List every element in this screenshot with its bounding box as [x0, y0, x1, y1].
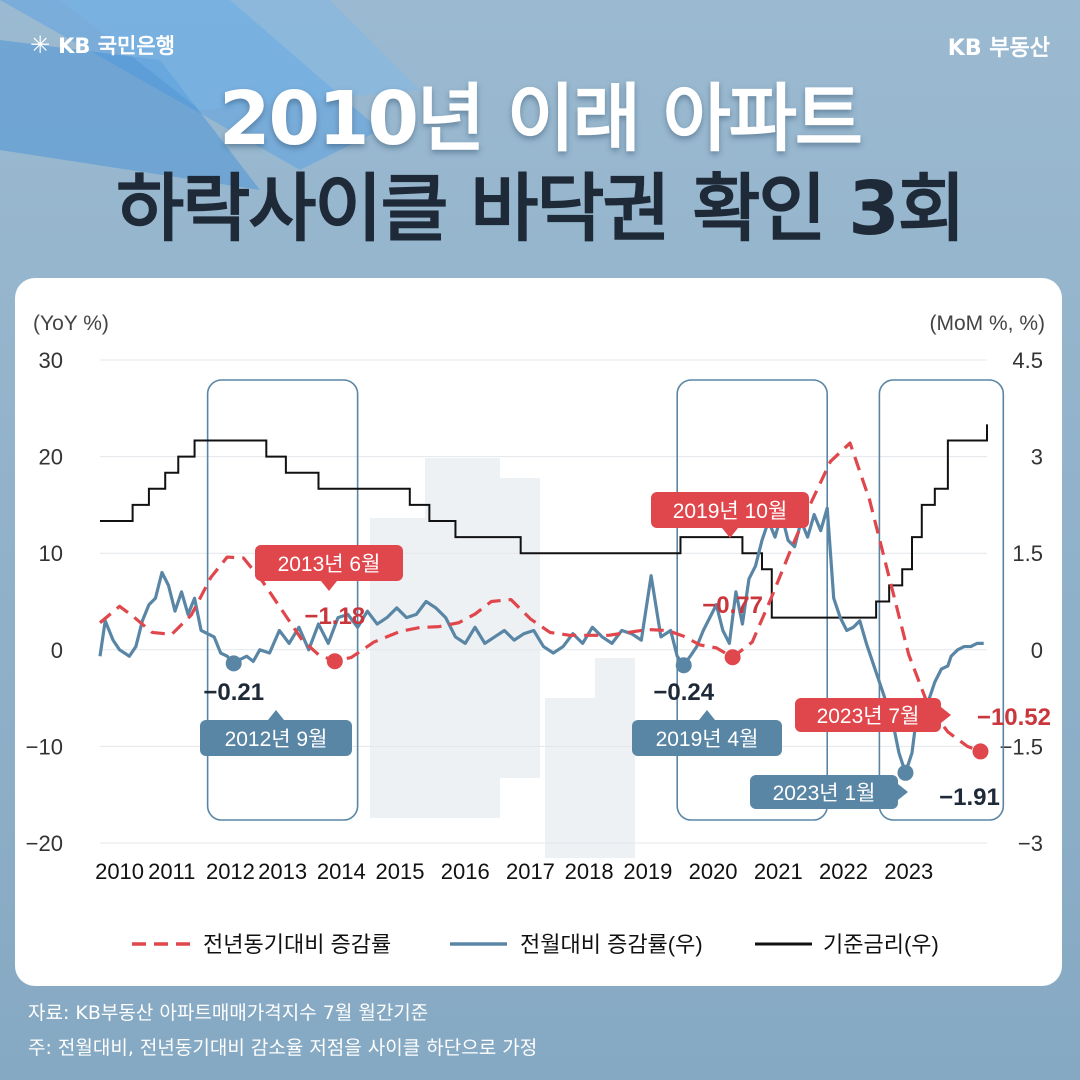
x-tick-label: 2017 [506, 859, 555, 884]
arrow-decoration [0, 0, 420, 190]
callout-box [200, 720, 352, 756]
title-line-1: 2010년 이래 아파트 [219, 76, 863, 162]
y-right-tick-label: −1.5 [1000, 734, 1043, 759]
footnote: 주: 전월대비, 전년동기대비 감소율 저점을 사이클 하단으로 가정 [28, 1037, 538, 1059]
callout-pointer [722, 528, 738, 538]
callout-pointer [699, 710, 715, 720]
y-left-tick-label: 10 [39, 541, 63, 566]
series-rate-line [100, 424, 988, 619]
x-tick-label: 2023 [884, 859, 933, 884]
callout-box [750, 775, 898, 809]
x-tick-label: 2013 [258, 859, 307, 884]
trough-marker [724, 649, 741, 666]
y-right-tick-label: 3 [1031, 445, 1043, 470]
title-line-2: 하락사이클 바닥권 확인 3회 [116, 166, 966, 252]
highlight-period-box [878, 379, 1005, 821]
x-tick-label: 2019 [623, 859, 672, 884]
callout-pointer [941, 707, 951, 723]
callout-box [651, 492, 809, 528]
callout-label: 2023년 1월 [773, 782, 876, 805]
background-building [425, 458, 500, 818]
source-note: 자료: KB부동산 아파트매매가격지수 7월 월간기준 [28, 1002, 429, 1024]
callout-box [795, 698, 941, 732]
x-tick-label: 2010 [95, 859, 144, 884]
callout-label: 2019년 4월 [656, 728, 759, 751]
callout-label: 2012년 9월 [225, 728, 328, 751]
brand-name: KB 부동산 [947, 36, 1050, 61]
background-building [595, 658, 635, 858]
x-tick-label: 2020 [689, 859, 738, 884]
callout-pointer [898, 784, 908, 800]
y-left-tick-label: 20 [39, 445, 63, 470]
right-axis-label: (MoM %, %) [930, 312, 1046, 335]
bank-logo-text: KB 국민은행 [58, 34, 175, 58]
x-tick-label: 2018 [565, 859, 614, 884]
x-tick-label: 2011 [148, 859, 195, 884]
y-left-tick-label: −20 [26, 831, 63, 856]
trough-marker [897, 764, 914, 781]
y-left-tick-label: −10 [26, 734, 63, 759]
highlight-period-box [676, 379, 829, 821]
y-left-tick-label: 0 [51, 638, 63, 663]
chart-card: 30 20 10 0 −10 −20 4.5 3 1.5 0 −1.5 −3 (YoY %) (MoM %… [15, 278, 1062, 986]
callout-label: 2013년 6월 [278, 553, 381, 576]
y-right-tick-label: −3 [1018, 831, 1043, 856]
x-tick-label: 2014 [317, 859, 366, 884]
callout-pointer [321, 581, 337, 591]
value-label: −1.18 [304, 603, 365, 630]
y-left-tick-label: 30 [39, 348, 63, 373]
trough-marker [972, 743, 989, 760]
x-tick-label: 2015 [376, 859, 425, 884]
callout-box [632, 720, 782, 756]
value-label: −1.91 [939, 784, 1000, 811]
callout-label: 2023년 7월 [817, 705, 920, 728]
bank-logo: ✳ KB 국민은행 [30, 30, 175, 60]
y-right-tick-label: 1.5 [1012, 541, 1043, 566]
background-building [500, 478, 540, 778]
y-right-tick-label: 4.5 [1012, 348, 1043, 373]
value-label: −0.24 [653, 679, 714, 706]
value-label: −0.21 [203, 679, 264, 706]
value-label: −0.77 [702, 592, 763, 619]
x-tick-label: 2012 [206, 859, 255, 884]
left-axis-label: (YoY %) [33, 312, 109, 335]
trough-marker [225, 655, 242, 672]
x-tick-label: 2016 [441, 859, 490, 884]
legend-label-mom: 전월대비 증감률(우) [520, 932, 703, 957]
x-tick-label: 2022 [819, 859, 868, 884]
value-label: −10.52 [977, 704, 1051, 731]
legend-label-yoy: 전년동기대비 증감률 [203, 932, 391, 957]
x-tick-label: 2021 [754, 859, 803, 884]
trough-marker [326, 653, 343, 670]
trough-marker [675, 657, 692, 674]
legend-label-rate: 기준금리(우) [823, 932, 939, 957]
callout-pointer [268, 710, 284, 720]
callout-label: 2019년 10월 [673, 500, 788, 523]
series-yoy-line [98, 441, 982, 753]
y-right-tick-label: 0 [1031, 638, 1043, 663]
callout-box [255, 545, 403, 581]
kb-star-icon: ✳ [30, 31, 51, 59]
highlight-period-box [206, 379, 359, 821]
